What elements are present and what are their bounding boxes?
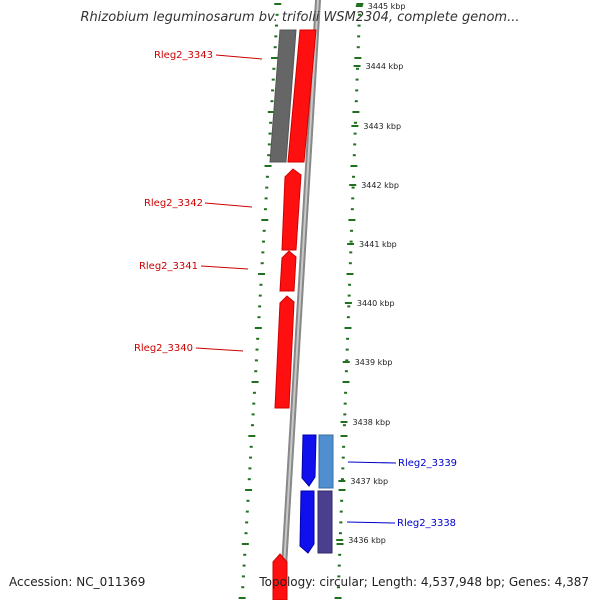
gene-label[interactable]: Rleg2_3342: [144, 198, 203, 209]
gene-label[interactable]: Rleg2_3339: [398, 458, 457, 469]
gene-feature-rleg2-3341[interactable]: [279, 250, 297, 292]
gray-feature[interactable]: [269, 29, 297, 163]
gene-label[interactable]: Rleg2_3340: [134, 343, 193, 354]
callout-leader-line: [195, 347, 244, 352]
scale-label: 3441 kbp: [359, 240, 397, 249]
gene-feature-rleg2-3343[interactable]: [287, 29, 317, 163]
callout-leader-line: [346, 521, 396, 524]
callout-leader-line: [215, 54, 263, 60]
scale-label: 3438 kbp: [353, 418, 391, 427]
gene-label[interactable]: Rleg2_3343: [154, 50, 213, 61]
topology-text: Topology: circular; Length: 4,537,948 bp…: [259, 575, 589, 589]
accession-text: Accession: NC_011369: [9, 575, 146, 589]
gene-features: [269, 29, 334, 600]
backbone-highlight: [281, 0, 319, 600]
gene-feature-rleg2-3340[interactable]: [274, 295, 295, 409]
gene-feature-rleg2-3342[interactable]: [281, 168, 302, 251]
callout-leader-line: [200, 265, 249, 270]
gene-feature-partial[interactable]: [272, 553, 288, 600]
gene-feature-rleg2-3339[interactable]: [301, 434, 317, 487]
gene-label[interactable]: Rleg2_3341: [139, 261, 198, 272]
scale-label: 3436 kbp: [348, 536, 386, 545]
scale-label: 3440 kbp: [357, 299, 395, 308]
gene-feature-rleg2-3338[interactable]: [299, 490, 315, 554]
purple-feature[interactable]: [317, 490, 333, 554]
genome-title: Rhizobium leguminosarum bv. trifolii WSM…: [80, 10, 520, 25]
scale-labels: 3445 kbp 3444 kbp 3443 kbp 3442 kbp 3441 kbp…: [336, 2, 405, 545]
scale-label: 3445 kbp: [368, 2, 406, 11]
callout-leader-line: [204, 202, 253, 208]
genome-backbone: [279, 0, 321, 600]
scale-label: 3439 kbp: [355, 358, 393, 367]
tick-marks: [238, 3, 364, 599]
scale-label: 3444 kbp: [366, 62, 404, 71]
scale-label: 3443 kbp: [363, 122, 401, 131]
scale-label: 3442 kbp: [361, 181, 399, 190]
light-blue-feature[interactable]: [318, 434, 334, 489]
gene-callouts: Rleg2_3343 Rleg2_3342 Rleg2_3341 Rleg2_3340…: [134, 50, 457, 529]
scale-label: 3437 kbp: [350, 477, 388, 486]
callout-leader-line: [347, 461, 397, 464]
gene-label[interactable]: Rleg2_3338: [397, 518, 456, 529]
